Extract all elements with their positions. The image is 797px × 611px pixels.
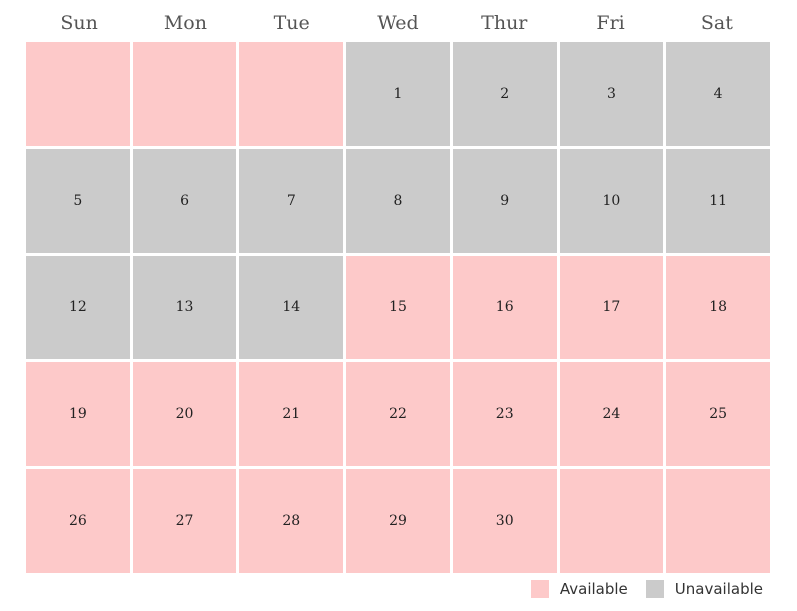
empty-cell — [132, 42, 237, 146]
day-cell[interactable]: 22 — [346, 362, 450, 467]
weekday-label: Fri — [596, 12, 625, 34]
weekday-label: Tue — [273, 12, 310, 34]
day-cell[interactable]: 13 — [132, 255, 237, 360]
day-cell[interactable]: 6 — [132, 148, 237, 253]
empty-cell — [559, 469, 664, 573]
weekday-header: Sun Mon Tue Wed Thur Fri Sat — [26, 12, 770, 34]
day-cell[interactable]: 15 — [346, 255, 450, 360]
legend: Available Unavailable — [530, 580, 763, 598]
legend-label: Available — [559, 580, 628, 598]
weekday-label: Sat — [700, 12, 733, 34]
day-cell[interactable]: 12 — [26, 255, 130, 360]
empty-cell — [666, 469, 770, 573]
day-cell[interactable]: 18 — [666, 255, 770, 360]
day-cell[interactable]: 10 — [559, 148, 664, 253]
day-grid: 1 2 3 4 5 6 7 8 9 10 11 12 13 14 15 16 17 18 19 20 21 22 23 24 2… — [26, 42, 770, 573]
day-cell[interactable]: 11 — [666, 148, 770, 253]
day-cell[interactable]: 27 — [132, 469, 237, 573]
day-cell[interactable]: 23 — [452, 362, 557, 467]
day-cell[interactable]: 24 — [559, 362, 664, 467]
day-cell[interactable]: 1 — [346, 42, 450, 146]
day-cell[interactable]: 19 — [26, 362, 130, 467]
day-cell[interactable]: 26 — [26, 469, 130, 573]
empty-cell — [26, 42, 130, 146]
weekday-label: Thur — [481, 12, 528, 34]
day-cell[interactable]: 4 — [666, 42, 770, 146]
day-cell[interactable]: 5 — [26, 148, 130, 253]
day-cell[interactable]: 29 — [346, 469, 450, 573]
day-cell[interactable]: 20 — [132, 362, 237, 467]
legend-swatch — [645, 580, 664, 598]
day-cell[interactable]: 17 — [559, 255, 664, 360]
day-cell[interactable]: 30 — [452, 469, 557, 573]
empty-cell — [239, 42, 344, 146]
day-cell[interactable]: 3 — [559, 42, 664, 146]
day-cell[interactable]: 2 — [452, 42, 557, 146]
day-cell[interactable]: 28 — [239, 469, 344, 573]
day-cell[interactable]: 7 — [239, 148, 344, 253]
day-cell[interactable]: 14 — [239, 255, 344, 360]
weekday-label: Sun — [60, 12, 98, 34]
weekday-label: Mon — [163, 12, 207, 34]
day-cell[interactable]: 9 — [452, 148, 557, 253]
legend-swatch — [530, 580, 549, 598]
day-cell[interactable]: 8 — [346, 148, 450, 253]
day-cell[interactable]: 25 — [666, 362, 770, 467]
day-cell[interactable]: 21 — [239, 362, 344, 467]
day-cell[interactable]: 16 — [452, 255, 557, 360]
weekday-label: Wed — [377, 12, 419, 34]
legend-label: Unavailable — [674, 580, 763, 598]
